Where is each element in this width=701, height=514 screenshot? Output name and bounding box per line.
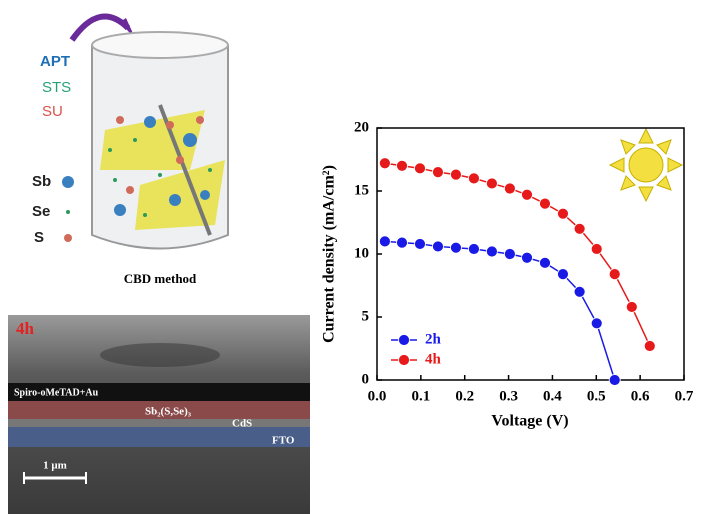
data-point <box>396 160 407 171</box>
legend-marker <box>399 335 410 346</box>
x-tick-label: 0.2 <box>455 388 474 404</box>
y-axis-label: Current density (mA/cm²) <box>321 165 338 343</box>
data-point <box>468 173 479 184</box>
element: Sb <box>32 173 51 190</box>
data-point <box>379 158 390 169</box>
data-point <box>450 242 461 253</box>
x-axis-label: Voltage (V) <box>491 413 568 430</box>
layer-label: Spiro-oMeTAD+Au <box>14 387 99 398</box>
x-tick-label: 0.3 <box>499 388 518 404</box>
data-point <box>609 375 620 386</box>
y-tick-label: 15 <box>354 182 369 198</box>
layer-label: Sb₂(S,Se)₃ <box>145 406 192 418</box>
data-point <box>450 169 461 180</box>
data-point <box>626 301 637 312</box>
x-tick-label: 0.7 <box>675 388 694 404</box>
element: Se <box>32 203 50 220</box>
data-point <box>432 167 443 178</box>
scale-bar: 1 μm <box>43 460 67 472</box>
data-point <box>486 178 497 189</box>
series-line <box>385 163 650 346</box>
beaker-top <box>92 32 228 58</box>
schematic: APT STS SU Sb Se S CBD method <box>32 16 228 286</box>
x-tick-label: 0.6 <box>631 388 650 404</box>
data-point <box>591 243 602 254</box>
data-point <box>557 269 568 280</box>
element: S <box>34 229 44 246</box>
x-tick-label: 0.4 <box>543 388 562 404</box>
x-tick-label: 0.1 <box>411 388 430 404</box>
data-point <box>486 246 497 257</box>
data-point <box>414 238 425 249</box>
legend-marker <box>399 355 410 366</box>
data-point <box>379 236 390 247</box>
data-point <box>468 243 479 254</box>
data-point <box>557 208 568 219</box>
y-tick-label: 10 <box>354 245 369 261</box>
y-tick-label: 20 <box>354 119 369 135</box>
legend-label: 4h <box>425 351 442 367</box>
data-point <box>539 257 550 268</box>
layer-label: CdS <box>232 418 252 430</box>
data-point <box>539 198 550 209</box>
sem-label: 4h <box>16 319 35 338</box>
x-tick-label: 0.0 <box>368 388 387 404</box>
x-tick-label: 0.5 <box>587 388 606 404</box>
data-point <box>521 252 532 263</box>
data-point <box>591 318 602 329</box>
figure: APT STS SU Sb Se S CBD method 4h Spiro-o… <box>0 0 701 514</box>
caption: CBD method <box>124 271 197 286</box>
y-tick-label: 0 <box>362 371 370 387</box>
sem-image: 4h Spiro-oMeTAD+Au Sb₂(S,Se)₃ CdS FTO 1 … <box>8 315 310 514</box>
data-point <box>574 286 585 297</box>
sun-icon <box>610 129 682 201</box>
data-point <box>504 249 515 260</box>
reagent: STS <box>42 79 71 96</box>
legend-label: 2h <box>425 331 442 347</box>
y-tick-label: 5 <box>362 308 370 324</box>
series-line <box>385 241 615 380</box>
data-point <box>644 340 655 351</box>
data-point <box>396 237 407 248</box>
data-point <box>609 269 620 280</box>
data-point <box>574 223 585 234</box>
layer-label: FTO <box>272 435 295 447</box>
data-point <box>504 183 515 194</box>
data-point <box>414 163 425 174</box>
reagent: APT <box>40 53 70 70</box>
reagent: SU <box>42 103 63 120</box>
data-point <box>521 189 532 200</box>
data-point <box>432 241 443 252</box>
